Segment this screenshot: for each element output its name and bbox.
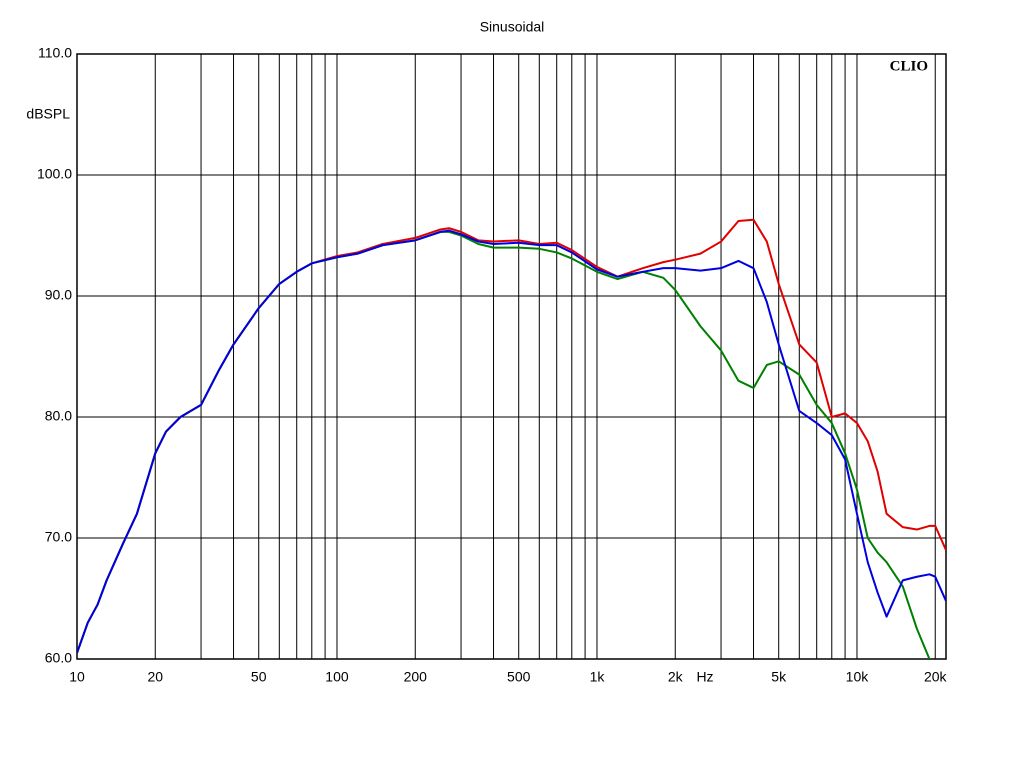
x-tick-label: 20 [147,669,163,685]
x-tick-label: 10 [69,669,85,685]
x-tick-label: 200 [404,669,428,685]
x-tick-label: 5k [771,669,787,685]
series-line [77,230,931,659]
y-tick-label: 90.0 [45,287,72,303]
chart-title: Sinusoidal [480,19,545,35]
series-line [77,218,946,654]
x-tick-label: 2k [668,669,684,685]
y-tick-label: 70.0 [45,529,72,545]
x-axis-label: Hz [696,669,713,685]
annotation: CLIO [890,58,928,74]
x-tick-label: 50 [251,669,267,685]
plot-frame [76,53,947,660]
y-tick-label: 110.0 [38,45,72,61]
series-line [77,229,946,654]
y-axis-label: dBSPL [26,106,70,122]
x-tick-label: 20k [924,669,948,685]
y-tick-label: 80.0 [45,408,72,424]
y-tick-label: 60.0 [45,650,72,666]
x-tick-label: 100 [325,669,349,685]
x-tick-label: 10k [846,669,870,685]
x-tick-label: 500 [507,669,531,685]
x-tick-label: 1k [590,669,606,685]
y-tick-label: 100.0 [37,166,72,182]
